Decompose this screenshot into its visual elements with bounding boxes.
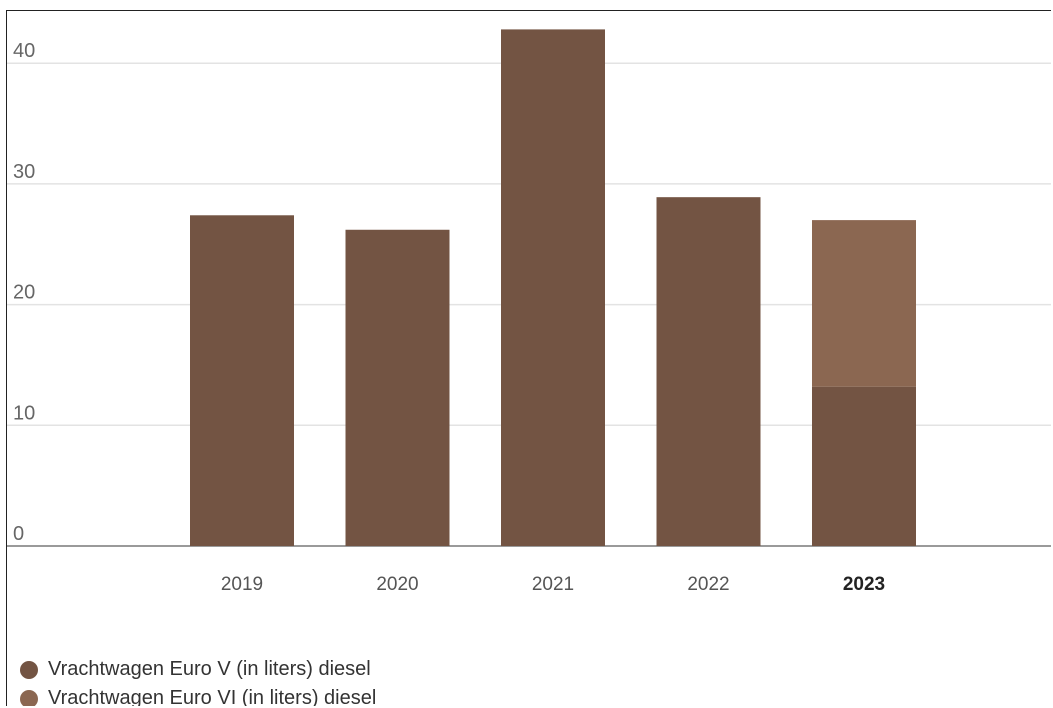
- bar-2020-series-0[interactable]: [345, 229, 450, 547]
- bar-2023-series-1[interactable]: [812, 220, 916, 387]
- bar-chart: 0 10 20 30 40 2019 2020 2021 2022 2023: [7, 29, 1051, 595]
- legend-swatch-euro-vi: [20, 689, 38, 706]
- bar-2021-series-0[interactable]: [501, 29, 605, 547]
- legend-label-euro-vi: Vrachtwagen Euro VI (in liters) diesel: [48, 687, 377, 706]
- legend-item-euro-v[interactable]: Vrachtwagen Euro V (in liters) diesel: [20, 655, 376, 684]
- x-tick-label-2021: 2021: [532, 574, 574, 595]
- y-tick-label-40: 40: [13, 40, 35, 62]
- legend-swatch-euro-v: [20, 660, 38, 679]
- bars: [190, 29, 916, 547]
- legend-item-euro-vi[interactable]: Vrachtwagen Euro VI (in liters) diesel: [20, 684, 376, 706]
- y-tick-label-20: 20: [13, 282, 35, 304]
- y-axis-ticks: 0 10 20 30 40: [13, 40, 35, 545]
- legend-label-euro-v: Vrachtwagen Euro V (in liters) diesel: [48, 658, 371, 680]
- bar-2019-series-0[interactable]: [190, 215, 294, 547]
- bar-2022-series-0[interactable]: [656, 197, 761, 546]
- bar-2023-series-0[interactable]: [812, 386, 916, 546]
- x-tick-label-2020: 2020: [376, 574, 418, 595]
- legend: Vrachtwagen Euro V (in liters) diesel Vr…: [20, 655, 376, 706]
- y-tick-label-10: 10: [13, 402, 35, 424]
- x-tick-label-2022: 2022: [687, 574, 729, 595]
- chart-frame: 0 10 20 30 40 2019 2020 2021 2022 2023 Vrachtwag…: [6, 10, 1051, 706]
- y-tick-label-0: 0: [13, 523, 24, 545]
- x-tick-label-2019: 2019: [221, 574, 263, 595]
- x-tick-label-2023: 2023: [843, 574, 885, 595]
- y-tick-label-30: 30: [13, 161, 35, 183]
- x-axis-ticks: 2019 2020 2021 2022 2023: [221, 574, 885, 595]
